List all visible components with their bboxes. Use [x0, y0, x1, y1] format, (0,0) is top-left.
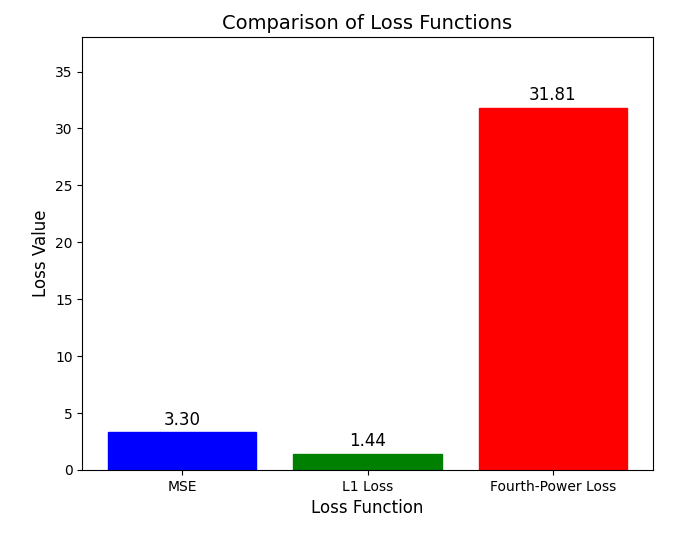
- Bar: [293, 453, 442, 470]
- Text: 1.44: 1.44: [349, 432, 386, 450]
- Y-axis label: Loss Value: Loss Value: [32, 210, 49, 297]
- Bar: [109, 433, 256, 470]
- Text: 31.81: 31.81: [529, 87, 576, 105]
- Title: Comparison of Loss Functions: Comparison of Loss Functions: [223, 14, 513, 33]
- Text: 3.30: 3.30: [164, 411, 201, 429]
- X-axis label: Loss Function: Loss Function: [311, 499, 424, 517]
- Bar: [479, 108, 627, 470]
